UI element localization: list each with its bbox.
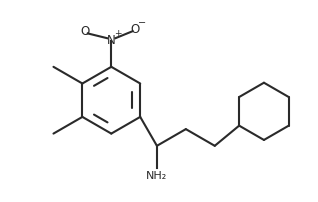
Text: −: − (138, 18, 147, 28)
Text: +: + (114, 29, 122, 38)
Text: NH₂: NH₂ (146, 171, 168, 181)
Text: N: N (107, 34, 116, 47)
Text: O: O (130, 23, 140, 36)
Text: O: O (80, 25, 90, 38)
